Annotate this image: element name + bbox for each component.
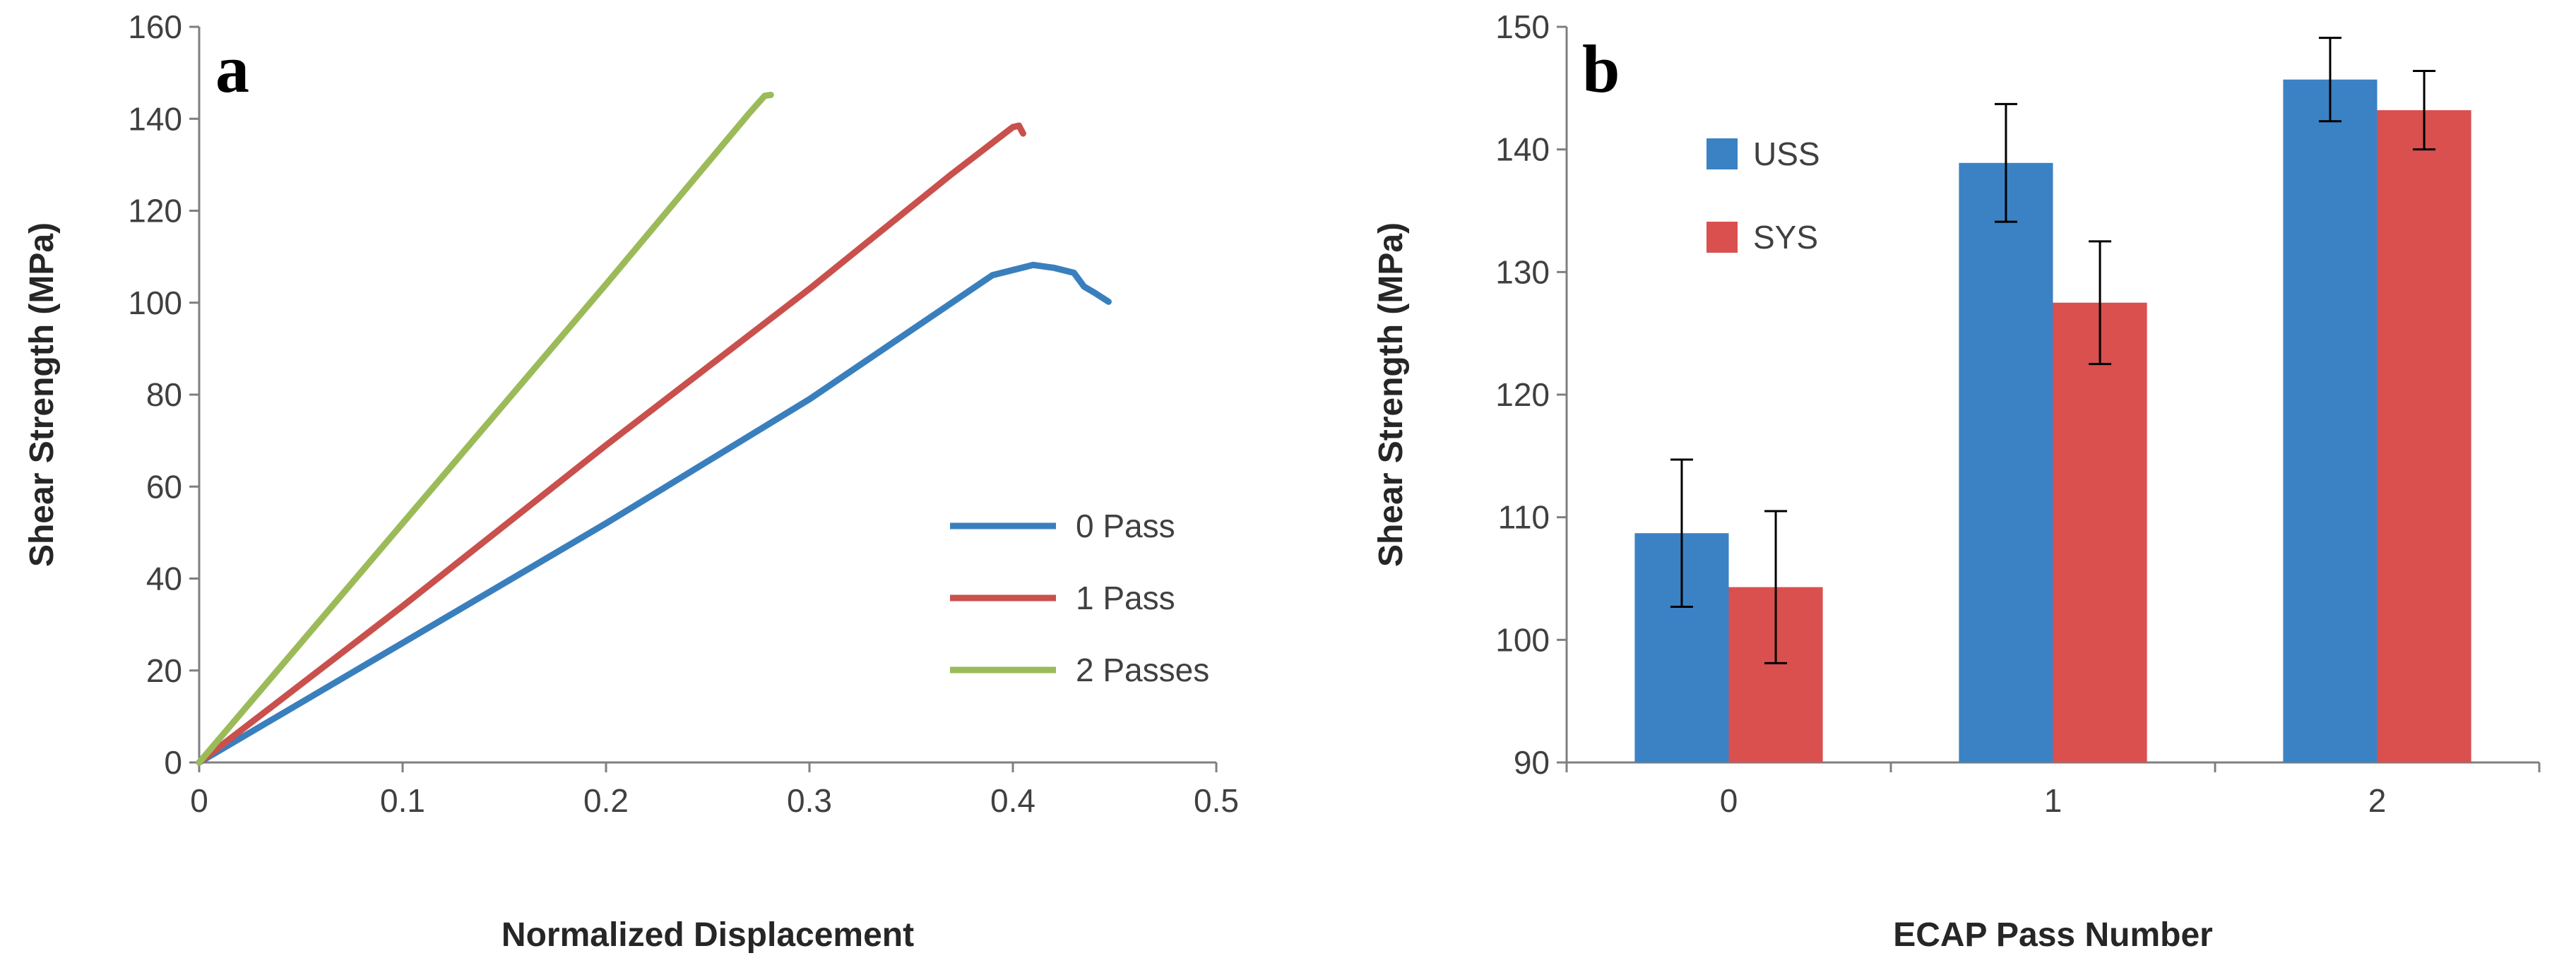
panel-b-label: b: [1582, 31, 1620, 107]
panel-a-x-tick-label: 0: [190, 782, 208, 819]
panel-a-x-tick-label: 0.5: [1194, 782, 1239, 819]
panel-b-y-tick-label: 140: [1495, 131, 1550, 168]
panel-b-legend-label: USS: [1753, 136, 1820, 172]
panel-b-y-tick-label: 130: [1495, 253, 1550, 290]
panel-b-x-title: ECAP Pass Number: [1893, 916, 2213, 954]
panel-a-series: [196, 91, 1112, 766]
panel-a-y-tick-label: 0: [164, 744, 182, 781]
panel-b-y-tick-label: 100: [1495, 621, 1550, 658]
panel-a-x-title: Normalized Displacement: [501, 916, 914, 954]
panel-b-y-tick-label: 150: [1495, 8, 1550, 45]
panel-a-x-tick-label: 0.1: [380, 782, 425, 819]
panel-a-y-tick-label: 100: [128, 285, 182, 321]
panel-a-y-tick-label: 160: [128, 8, 182, 45]
panel-b-bar: [1959, 162, 2053, 762]
panel-b-bars: [1634, 79, 2471, 763]
panel-a-legend: 0 Pass 1 Pass 2 Passes: [950, 508, 1209, 688]
panel-a-x-tick-label: 0.2: [583, 782, 629, 819]
panel-b-legend-label: SYS: [1753, 219, 1818, 256]
panel-b-bar: [2283, 79, 2378, 763]
panel-b-legend-swatch: [1707, 138, 1738, 169]
panel-a-y-tick-label: 20: [146, 652, 182, 689]
panel-b-x-tick-label: 2: [2368, 782, 2387, 819]
panel-a-y-title: Shear Strength (MPa): [23, 222, 61, 567]
panel-a-legend-label: 1 Pass: [1076, 580, 1175, 616]
panel-a-y-tick-label: 80: [146, 376, 182, 413]
panel-b-y-tick-label: 90: [1514, 744, 1550, 781]
panel-a-series-line: [196, 261, 1112, 766]
panel-b-bar: [2377, 110, 2471, 763]
panel-a-y-tick-label: 140: [128, 100, 182, 137]
panel-a-x-ticks: 0 0.1 0.2 0.3 0.4 0.5: [190, 762, 1239, 819]
panel-a-legend-label: 2 Passes: [1076, 652, 1209, 688]
panel-b-y-tick-label: 110: [1498, 499, 1550, 536]
panel-b-x-tick-label: 0: [1720, 782, 1738, 819]
panel-a-x-tick-label: 0.3: [787, 782, 832, 819]
panel-b-y-tick-label: 120: [1495, 376, 1550, 413]
panel-b-legend: USS SYS: [1707, 136, 1820, 256]
panel-a: a 0 20 40 60 80 100 120 140 160 0 0.1 0.2 0.3 0.4 0.5…: [23, 8, 1239, 954]
panel-a-y-tick-label: 120: [128, 193, 182, 229]
panel-b-y-ticks: 90 100 110 120 130 140 150: [1495, 8, 1567, 781]
panel-a-y-ticks: 0 20 40 60 80 100 120 140 160: [128, 8, 199, 781]
panel-b-legend-swatch: [1707, 222, 1738, 253]
panel-b: b 90 100 110 120 130 140 150 0 1 2 USS SYS ECAP P…: [1372, 8, 2541, 954]
panel-b-bar: [2053, 302, 2147, 762]
panel-a-series-line: [196, 91, 774, 766]
panel-a-y-tick-label: 40: [146, 561, 182, 597]
panel-b-x-tick-label: 1: [2044, 782, 2062, 819]
panel-b-error-bars: [1670, 37, 2436, 664]
panel-b-y-title: Shear Strength (MPa): [1372, 222, 1410, 567]
panel-a-x-tick-label: 0.4: [990, 782, 1035, 819]
panel-a-series-line: [196, 122, 1026, 766]
panel-a-legend-label: 0 Pass: [1076, 508, 1175, 544]
panel-a-label: a: [215, 31, 249, 107]
panel-a-y-tick-label: 60: [146, 468, 182, 505]
panel-b-x-ticks: 0 1 2: [1565, 762, 2541, 819]
